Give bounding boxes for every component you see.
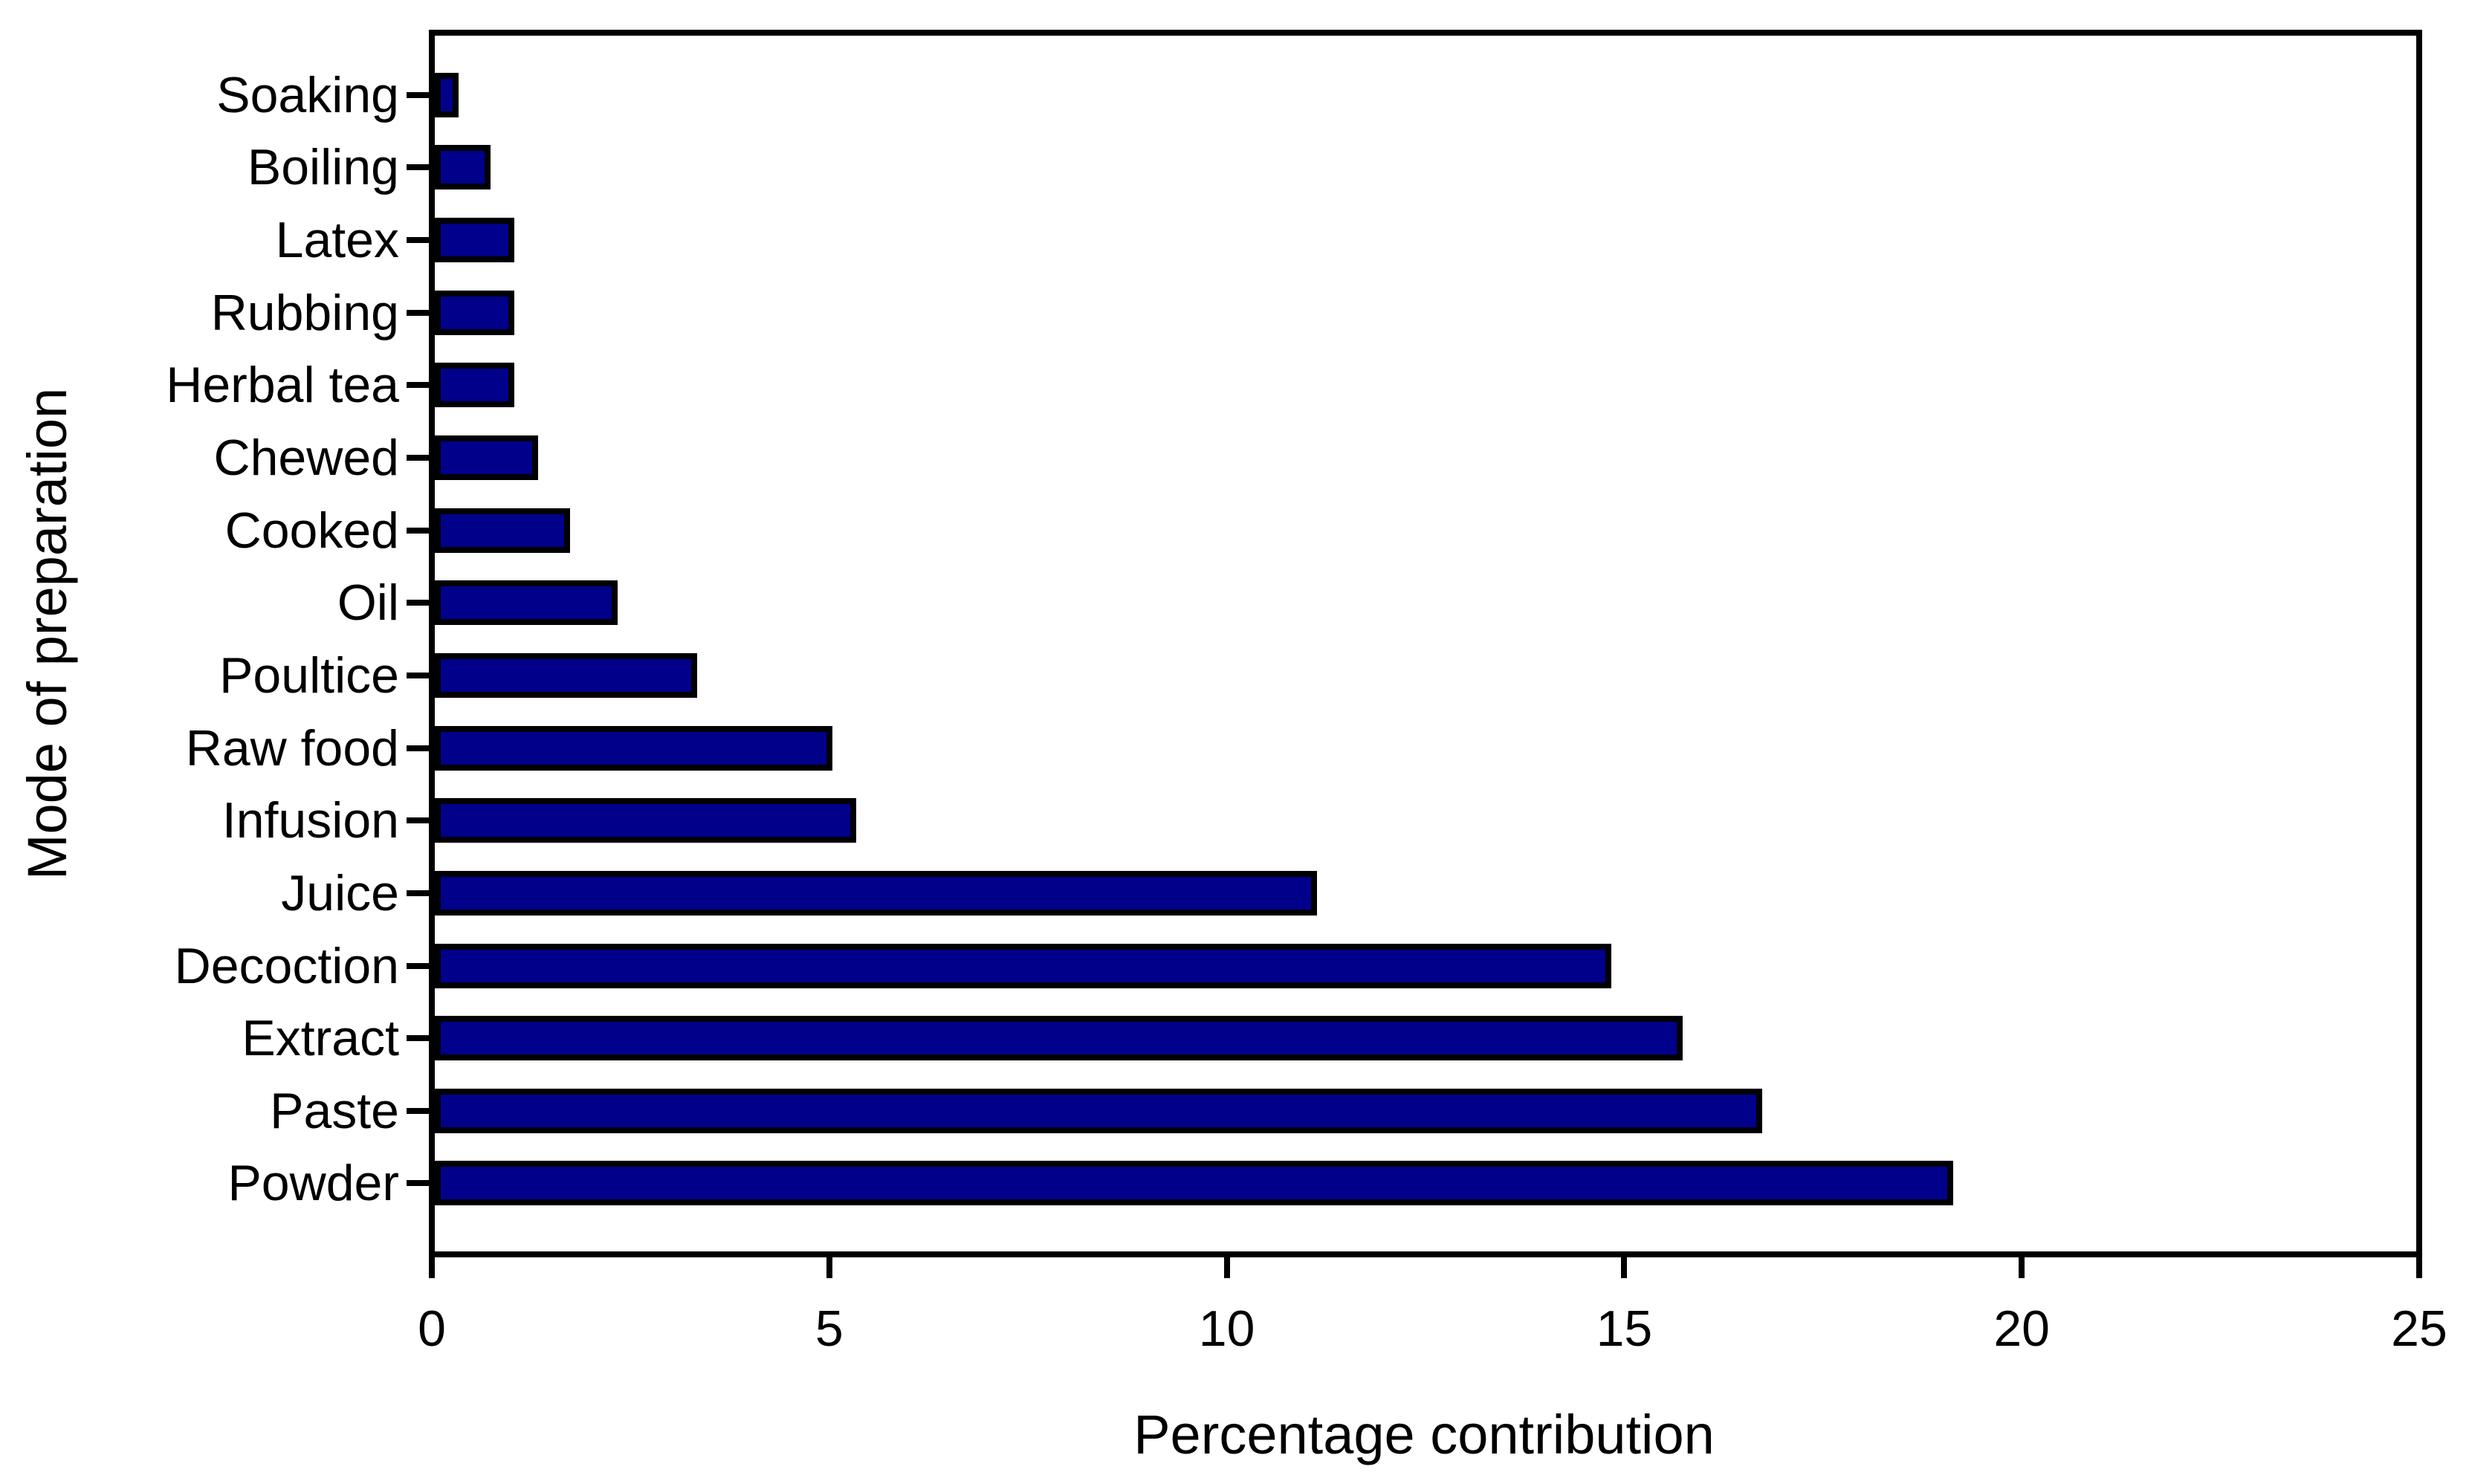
x-tick-label-25: 25: [2391, 1300, 2447, 1357]
y-tick-paste: [407, 1107, 429, 1114]
y-tick-herbal-tea: [407, 382, 429, 389]
category-label-infusion: Infusion: [221, 792, 399, 849]
y-tick-extract: [407, 1035, 429, 1042]
bar-rubbing: [435, 290, 514, 335]
y-tick-poultice: [407, 672, 429, 678]
bar-extract: [435, 1016, 1683, 1061]
category-label-poultice: Poultice: [219, 647, 399, 704]
x-tick-20: [2019, 1257, 2025, 1278]
category-label-latex: Latex: [275, 212, 399, 268]
y-tick-boiling: [407, 164, 429, 171]
y-tick-chewed: [407, 454, 429, 461]
plot-area: [429, 30, 2422, 1257]
category-label-powder: Powder: [227, 1155, 399, 1212]
y-tick-latex: [407, 237, 429, 243]
bar-herbal-tea: [435, 363, 514, 408]
x-tick-5: [826, 1257, 832, 1278]
x-tick-label-0: 0: [418, 1300, 446, 1357]
x-tick-label-15: 15: [1596, 1300, 1653, 1357]
x-tick-15: [1621, 1257, 1628, 1278]
category-label-decoction: Decoction: [174, 937, 399, 994]
y-tick-powder: [407, 1180, 429, 1187]
category-label-herbal-tea: Herbal tea: [166, 357, 399, 414]
category-label-rubbing: Rubbing: [210, 284, 399, 341]
category-label-soaking: Soaking: [216, 66, 399, 123]
y-tick-soaking: [407, 91, 429, 98]
y-axis-title: Mode of preparation: [16, 387, 78, 881]
category-label-extract: Extract: [242, 1010, 399, 1067]
x-tick-0: [429, 1257, 435, 1278]
bar-cooked: [435, 508, 570, 553]
x-tick-label-10: 10: [1198, 1300, 1255, 1357]
y-tick-juice: [407, 890, 429, 896]
category-label-juice: Juice: [281, 864, 399, 921]
x-tick-10: [1223, 1257, 1230, 1278]
bar-latex: [435, 218, 514, 262]
bar-soaking: [435, 72, 459, 117]
category-label-oil: Oil: [337, 574, 399, 632]
y-tick-infusion: [407, 817, 429, 824]
bar-infusion: [435, 798, 856, 843]
bar-chewed: [435, 435, 538, 480]
y-tick-rubbing: [407, 309, 429, 316]
category-label-cooked: Cooked: [224, 502, 399, 559]
y-tick-raw-food: [407, 745, 429, 751]
bar-poultice: [435, 652, 697, 698]
bar-paste: [435, 1088, 1762, 1133]
category-label-boiling: Boiling: [247, 139, 399, 196]
category-label-chewed: Chewed: [213, 429, 400, 486]
x-axis-title: Percentage contribution: [1133, 1404, 1715, 1465]
bar-decoction: [435, 943, 1611, 988]
x-tick-25: [2416, 1257, 2422, 1278]
category-label-paste: Paste: [270, 1082, 399, 1139]
bar-juice: [435, 870, 1317, 916]
bar-powder: [435, 1161, 1953, 1206]
y-tick-cooked: [407, 527, 429, 534]
y-tick-oil: [407, 600, 429, 606]
bar-raw-food: [435, 725, 832, 771]
x-tick-label-5: 5: [815, 1300, 844, 1357]
bar-oil: [435, 580, 618, 626]
y-tick-decoction: [407, 962, 429, 969]
bar-boiling: [435, 145, 491, 190]
x-tick-label-20: 20: [1993, 1300, 2051, 1357]
category-label-raw-food: Raw food: [185, 719, 399, 777]
